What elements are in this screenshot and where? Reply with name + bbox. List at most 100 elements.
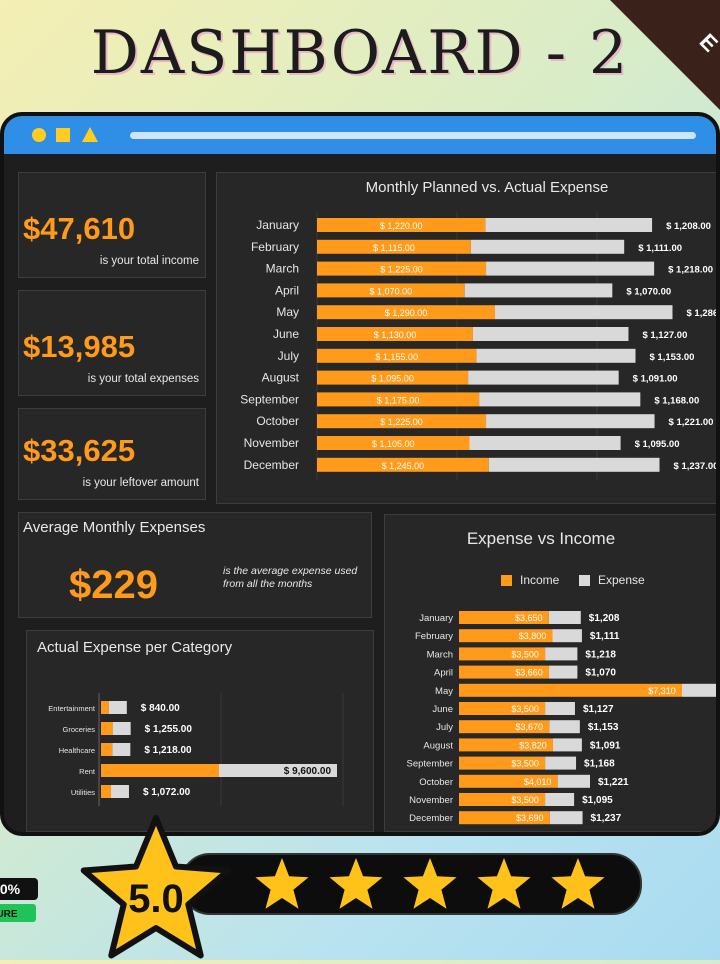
data-label-income: $3,500 — [511, 704, 539, 714]
guarantee-badge: 0% URE — [0, 878, 38, 922]
bar-expense — [548, 611, 581, 624]
bar-actual — [488, 457, 660, 472]
kpi-caption: is your total expenses — [87, 373, 199, 385]
bar-expense — [682, 683, 716, 697]
data-label-expense: $1,095 — [582, 795, 613, 806]
data-label-expense: $1,168 — [584, 759, 615, 770]
data-label-planned: $ 1,155.00 — [375, 352, 418, 362]
data-label-actual: $ 1,286.00 — [686, 308, 720, 319]
category-label: April — [434, 668, 453, 679]
average-caption-1: is the average expense used — [223, 565, 358, 577]
category-label: November — [244, 436, 299, 450]
star-icon — [329, 858, 383, 909]
bar-income — [459, 793, 546, 806]
category-label: June — [273, 327, 299, 341]
data-label-planned: $ 1,095.00 — [371, 374, 414, 384]
bar-actual — [472, 327, 629, 341]
data-label-actual: $ 1,091.00 — [633, 374, 678, 385]
category-label: September — [407, 759, 453, 770]
planned-vs-actual-chart: January $ 1,220.00 $ 1,208.00 February $ 1,1… — [240, 212, 720, 480]
data-label-planned: $ 1,225.00 — [380, 417, 423, 427]
bar-category — [101, 764, 219, 777]
data-label-income: $3,660 — [515, 668, 543, 678]
category-label: January — [419, 613, 453, 624]
chart-title: Expense vs Income — [466, 529, 616, 548]
category-label: March — [266, 262, 299, 276]
star-icon — [551, 858, 605, 909]
data-label-expense: $1,237 — [591, 813, 622, 824]
bar-expense — [545, 647, 578, 661]
rating-stars-band — [180, 853, 642, 915]
kpi-value: $47,610 — [23, 211, 136, 246]
average-value: $229 — [69, 563, 158, 607]
bar-expense — [549, 811, 583, 825]
bar-expense — [552, 629, 582, 643]
category-label: May — [435, 686, 453, 697]
data-label-income: $3,820 — [519, 740, 547, 750]
category-label: November — [409, 795, 453, 806]
bar-category-rest — [112, 722, 131, 735]
bar-planned — [317, 218, 486, 232]
dashboard-window: $47,610 is your total income $13,985 is … — [0, 112, 720, 836]
average-title: Average Monthly Expenses — [23, 519, 206, 536]
bar-actual — [486, 261, 655, 276]
badge-text-2: URE — [0, 909, 18, 920]
expense-vs-income-chart: Income Expense January $3,650 $1,208 February… — [407, 573, 716, 825]
expense-vs-income-panel: Expense vs Income Income Expense January $3… — [384, 514, 716, 832]
bar-expense — [557, 774, 591, 788]
window-titlebar — [4, 116, 716, 154]
address-bar[interactable] — [130, 132, 696, 139]
data-label-income: $3,500 — [511, 649, 539, 659]
bar-expense — [545, 793, 575, 806]
average-caption-2: from all the months — [223, 578, 313, 590]
rating-value: 5.0 — [128, 877, 184, 921]
bar-category — [101, 701, 109, 714]
bar-income — [459, 738, 553, 752]
data-label-planned: $ 1,220.00 — [380, 221, 423, 231]
kpi-value: $33,625 — [23, 433, 136, 468]
data-label-actual: $ 1,111.00 — [638, 243, 682, 254]
bar-category — [101, 743, 113, 756]
data-label-actual: $ 1,221.00 — [669, 417, 714, 428]
chart-title: Actual Expense per Category — [37, 639, 233, 656]
data-label-income: $4,010 — [524, 777, 552, 787]
category-label: August — [262, 371, 300, 385]
bar-planned — [317, 436, 470, 450]
category-label: April — [275, 283, 299, 297]
data-label-expense: $1,111 — [590, 631, 620, 642]
bar-income — [459, 774, 558, 788]
kpi-value: $13,985 — [23, 329, 136, 364]
bar-income — [459, 611, 549, 624]
data-label-planned: $ 1,225.00 — [380, 265, 423, 275]
data-label-actual: $ 1,218.00 — [668, 265, 713, 276]
rating-star-badge: 5.0 — [80, 815, 232, 959]
data-label: $ 1,255.00 — [145, 724, 193, 735]
bar-planned — [317, 239, 471, 254]
category-label: Utilities — [71, 788, 95, 797]
category-label: December — [244, 458, 299, 472]
data-label: $ 1,218.00 — [144, 745, 192, 756]
legend-swatch-income — [501, 575, 512, 586]
bar-planned — [317, 370, 469, 385]
data-label-income: $3,800 — [519, 631, 547, 641]
data-label-planned: $ 1,290.00 — [385, 308, 428, 318]
bar-category — [101, 785, 111, 798]
bar-actual — [470, 239, 625, 254]
data-label-planned: $ 1,105.00 — [372, 439, 415, 449]
bar-actual — [495, 305, 673, 320]
bar-category-rest — [110, 785, 129, 798]
star-icon — [403, 858, 457, 909]
data-label: $ 9,600.00 — [284, 766, 332, 777]
data-label-expense: $1,218 — [585, 649, 616, 660]
category-label: February — [415, 631, 453, 642]
data-label-income: $7,310 — [648, 686, 676, 696]
bar-income — [459, 756, 546, 770]
data-label-expense: $1,221 — [598, 777, 629, 788]
bar-income — [459, 665, 550, 679]
bar-planned — [317, 457, 489, 472]
data-label-actual: $ 1,095.00 — [635, 439, 680, 450]
bar-planned — [317, 305, 496, 320]
bar-expense — [545, 702, 575, 715]
kpi-total-expenses: $13,985 is your total expenses — [18, 290, 206, 396]
bar-actual — [486, 414, 655, 429]
